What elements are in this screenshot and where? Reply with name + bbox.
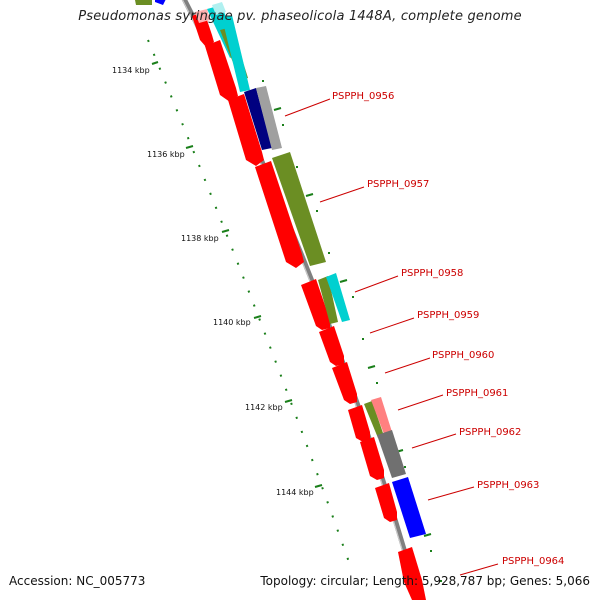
gene-label-pspph-0957[interactable]: PSPPH_0957 [367,179,429,190]
kbp-label-1138: 1138 kbp [181,234,219,243]
kbp-label-1142: 1142 kbp [245,403,283,412]
kbp-tick [185,145,194,149]
gene-feature-olive-3 [318,276,338,324]
kbp-label-1144: 1144 kbp [276,488,314,497]
gene-arrow-cds [348,405,370,442]
gene-arrow-cds [360,437,384,480]
gene-arrow-cds [301,279,330,330]
kbp-tick [253,315,262,319]
kbp-label-1136: 1136 kbp [147,150,185,159]
ruler-dotted-line [147,39,351,566]
page-title: Pseudomonas syringae pv. phaseolicola 14… [78,9,522,24]
gene-label-pspph-0964[interactable]: PSPPH_0964 [502,556,564,567]
gene-arrow-cds [319,326,344,366]
gene-label-pspph-0961[interactable]: PSPPH_0961 [446,388,508,399]
gene-feature-gray [256,86,282,150]
gene-feature-darkgray [377,430,406,478]
kbp-tick [151,61,159,65]
gene-feature-partial-olive [135,0,152,5]
kbp-tick [284,399,293,403]
gene-label-pspph-0962[interactable]: PSPPH_0962 [459,427,521,438]
kbp-label-1134: 1134 kbp [112,66,150,75]
gene-feature-partial-blue [155,0,166,5]
gene-arrow-cds [255,161,304,268]
gene-feature-blue [392,477,426,538]
gene-feature-pink-2 [371,397,392,434]
gene-feature-olive-4 [364,401,384,438]
gene-arrow-cds [332,362,357,404]
topology-text: Topology: circular; Length: 5,928,787 bp… [260,574,590,588]
kbp-tick [314,484,323,488]
kbp-label-1140: 1140 kbp [213,318,251,327]
gene-feature-cyan-2 [222,15,250,92]
gene-label-pspph-0959[interactable]: PSPPH_0959 [417,310,479,321]
gene-label-pspph-0963[interactable]: PSPPH_0963 [477,480,539,491]
accession-text: Accession: NC_005773 [9,574,146,588]
gene-label-pspph-0958[interactable]: PSPPH_0958 [401,268,463,279]
gene-arrow-cds [192,11,214,48]
label-leader-lines [284,98,499,576]
gene-arrow-cds [228,94,264,166]
gene-arrow-cds [205,40,238,102]
gene-arrow-cds [398,547,426,600]
gene-feature-pink [195,9,210,23]
gene-label-pspph-0960[interactable]: PSPPH_0960 [432,350,494,361]
kbp-tick [221,229,230,233]
outer-ticks [273,107,432,537]
gene-feature-cyan-3 [326,273,350,322]
gene-feature-navy [244,88,272,150]
gene-feature-olive-2 [272,152,326,266]
gene-label-pspph-0956[interactable]: PSPPH_0956 [332,91,394,102]
gene-feature-cyan-4 [212,2,226,15]
gene-arrow-cds [375,483,397,522]
